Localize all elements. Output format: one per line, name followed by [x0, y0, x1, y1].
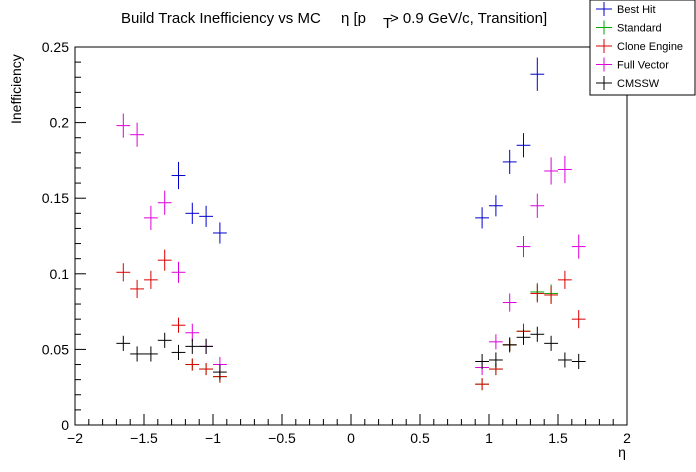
series-best-hit: [171, 57, 545, 244]
chart-title: Build Track Inefficiency vs MC: [121, 10, 321, 27]
data-point: [185, 338, 200, 354]
y-tick-label: 0: [61, 417, 69, 433]
x-tick-label: 0: [347, 430, 355, 446]
data-point: [544, 157, 558, 185]
y-tick-label: 0.25: [42, 39, 69, 55]
x-tick-label: 2: [623, 430, 631, 446]
data-point: [199, 338, 213, 354]
legend: Best Hit Standard Clone Engine Full Vector C…: [589, 0, 696, 96]
x-tick-label: 0.5: [410, 430, 430, 446]
data-point: [157, 332, 172, 348]
x-tick-label: −2: [67, 430, 83, 446]
data-point: [213, 364, 227, 380]
data-point: [144, 270, 158, 289]
legend-label: Standard: [617, 23, 662, 35]
data-point: [157, 190, 172, 215]
data-point: [516, 329, 531, 345]
data-point: [558, 270, 572, 289]
data-point: [489, 334, 503, 350]
data-point: [516, 236, 531, 258]
data-point: [475, 353, 489, 370]
legend-label: Best Hit: [617, 4, 656, 16]
legend-item: Full Vector: [596, 57, 669, 72]
data-point: [171, 317, 186, 333]
data-point: [116, 335, 131, 351]
data-point: [157, 249, 172, 271]
x-tick-label: −1.5: [130, 430, 158, 446]
data-point: [571, 353, 586, 370]
y-tick-label: 0.2: [50, 115, 70, 131]
y-axis-title: Inefficiency: [8, 54, 24, 124]
x-tick-label: 1: [485, 430, 493, 446]
series-cmssw: [116, 326, 586, 380]
data-point: [130, 346, 144, 362]
legend-label: Full Vector: [617, 60, 669, 72]
data-point: [130, 279, 144, 298]
legend-item: Standard: [596, 20, 662, 35]
chart-title-subscript: T: [383, 15, 392, 32]
y-tick-label: 0.05: [42, 341, 69, 357]
data-point: [130, 122, 144, 147]
data-point: [530, 57, 545, 91]
data-point: [530, 284, 545, 303]
data-point: [516, 133, 531, 158]
data-point: [185, 358, 200, 371]
data-point: [502, 149, 517, 175]
x-tick-label: −1: [205, 430, 221, 446]
data-point: [558, 352, 572, 368]
data-point: [502, 337, 517, 353]
data-point: [171, 161, 186, 190]
data-point: [144, 205, 158, 230]
data-point: [116, 113, 131, 138]
data-point: [544, 285, 558, 305]
data-point: [213, 222, 227, 244]
data-point: [571, 234, 586, 259]
legend-items: Best Hit Standard Clone Engine Full Vector C…: [596, 2, 683, 90]
data-point: [116, 263, 131, 282]
chart-title-rest: > 0.9 GeV/c, Transition]: [390, 10, 547, 27]
data-point: [530, 193, 545, 218]
data-point: [199, 205, 213, 227]
legend-label: CMSSW: [617, 78, 660, 90]
axis-tick-labels: −2 −1.5 −1 −0.5 0 0.5 1 1.5 2 0 0.05 0.1 0.15 0.2 0.25: [42, 39, 631, 446]
data-point: [502, 293, 517, 312]
data-point: [475, 207, 489, 229]
data-point: [558, 155, 572, 184]
data-series: [116, 57, 586, 391]
data-point: [171, 261, 186, 283]
data-point: [475, 378, 489, 391]
legend-label: Clone Engine: [617, 41, 683, 53]
data-point: [489, 352, 503, 368]
data-point: [489, 195, 503, 217]
x-tick-label: −0.5: [268, 430, 296, 446]
data-point: [571, 310, 586, 329]
data-point: [185, 202, 200, 224]
data-point: [199, 363, 213, 376]
x-axis-title: η: [618, 444, 626, 460]
data-point: [171, 344, 186, 360]
data-point: [144, 346, 158, 362]
data-point: [530, 326, 545, 342]
data-point: [544, 335, 558, 351]
legend-item: Clone Engine: [596, 39, 683, 53]
legend-item: Best Hit: [596, 2, 656, 16]
y-tick-label: 0.15: [42, 190, 69, 206]
y-tick-label: 0.1: [50, 266, 70, 282]
legend-item: CMSSW: [596, 76, 660, 90]
axis-ticks: [74, 46, 628, 426]
chart-title-eta: η [p: [341, 10, 366, 27]
legend-box: [589, 0, 696, 96]
series-full-vector: [116, 113, 586, 376]
x-tick-label: 1.5: [548, 430, 568, 446]
